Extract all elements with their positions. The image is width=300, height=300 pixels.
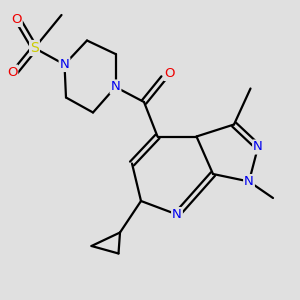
Text: N: N <box>60 58 69 71</box>
Text: S: S <box>30 41 39 55</box>
Text: N: N <box>253 140 263 154</box>
Text: O: O <box>11 13 22 26</box>
Text: O: O <box>164 67 175 80</box>
Text: N: N <box>111 80 120 94</box>
Text: N: N <box>244 175 254 188</box>
Text: O: O <box>7 65 17 79</box>
Text: N: N <box>172 208 182 221</box>
